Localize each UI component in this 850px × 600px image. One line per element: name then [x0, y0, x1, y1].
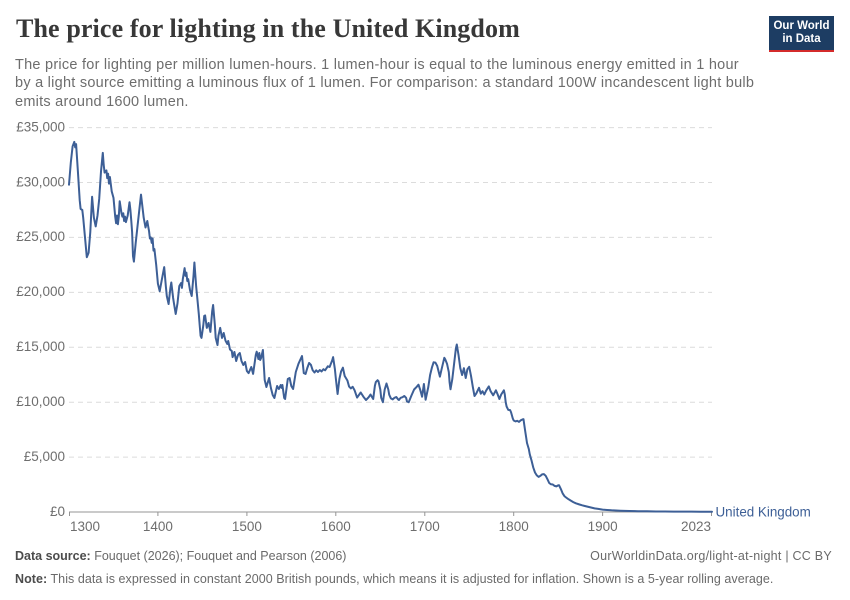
svg-text:£15,000: £15,000 — [16, 339, 65, 354]
svg-text:£5,000: £5,000 — [24, 449, 65, 464]
svg-text:1800: 1800 — [499, 519, 529, 534]
svg-text:£10,000: £10,000 — [16, 394, 65, 409]
svg-text:1700: 1700 — [410, 519, 440, 534]
svg-text:1900: 1900 — [588, 519, 618, 534]
svg-text:£25,000: £25,000 — [16, 229, 65, 244]
svg-text:£30,000: £30,000 — [16, 174, 65, 189]
svg-text:1600: 1600 — [321, 519, 351, 534]
svg-text:£20,000: £20,000 — [16, 284, 65, 299]
svg-text:1300: 1300 — [70, 519, 100, 534]
svg-text:£0: £0 — [50, 504, 65, 519]
svg-text:1400: 1400 — [143, 519, 173, 534]
svg-text:2023: 2023 — [681, 519, 711, 534]
svg-text:£35,000: £35,000 — [16, 119, 65, 134]
svg-text:United Kingdom: United Kingdom — [716, 505, 811, 520]
svg-text:1500: 1500 — [232, 519, 262, 534]
